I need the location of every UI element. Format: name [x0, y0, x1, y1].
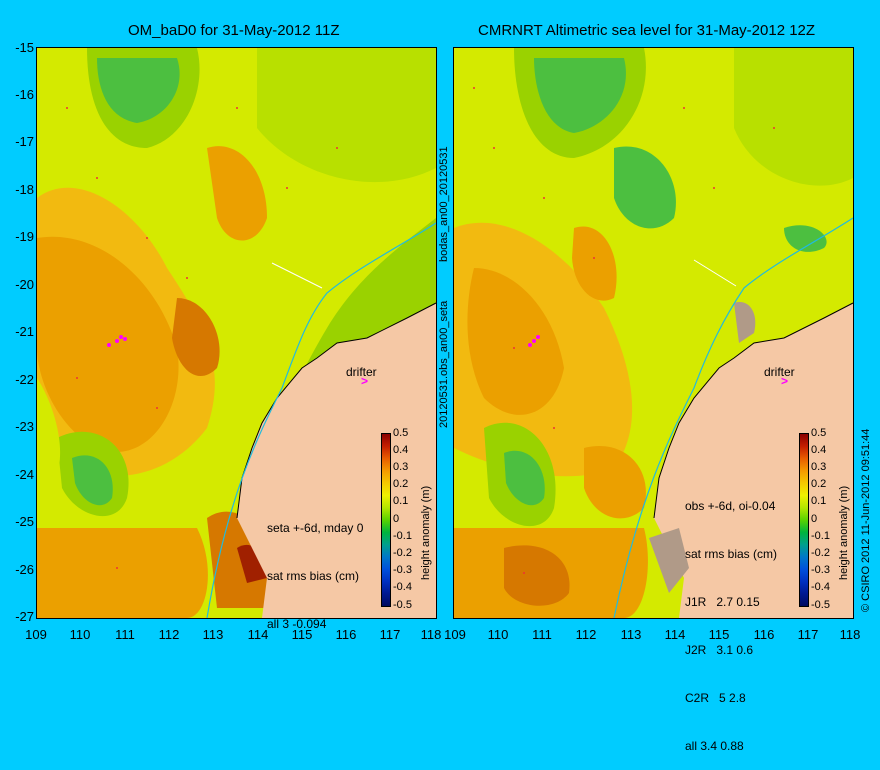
right-map — [454, 48, 853, 618]
y-tick: -18 — [15, 182, 34, 197]
colorbar-label: -0.2 — [811, 547, 830, 559]
x-tick-left: 110 — [69, 627, 91, 642]
left-drifter-marker: > — [361, 374, 369, 388]
y-tick: -15 — [15, 40, 34, 55]
right-drifter-marker: > — [781, 374, 789, 388]
right-drifter-label: drifter — [764, 365, 795, 379]
x-tick-left: 115 — [291, 627, 313, 642]
colorbar-label: -0.2 — [393, 547, 412, 559]
y-tick: -20 — [15, 277, 34, 292]
x-tick-left: 109 — [25, 627, 47, 642]
colorbar-label: 0.4 — [811, 444, 827, 456]
colorbar-label: -0.5 — [393, 599, 412, 611]
x-tick-left: 117 — [379, 627, 401, 642]
left-map-panel — [36, 47, 437, 619]
y-tick: -23 — [15, 419, 34, 434]
colorbar-label: -0.3 — [811, 564, 830, 576]
x-tick-right: 111 — [532, 627, 552, 642]
colorbar-label: -0.4 — [393, 581, 412, 593]
info-line: all 3.4 0.88 — [685, 739, 744, 753]
colorbar-label: -0.1 — [811, 530, 830, 542]
x-tick-right: 109 — [444, 627, 466, 642]
colorbar-label: 0.3 — [811, 461, 827, 473]
colorbar-label: 0.2 — [393, 478, 409, 490]
right-colorbar — [799, 433, 809, 607]
colorbar-label: -0.3 — [393, 564, 412, 576]
colorbar-label: 0.2 — [811, 478, 827, 490]
x-tick-right: 113 — [620, 627, 642, 642]
colorbar-label: 0 — [393, 513, 400, 525]
x-tick-left: 116 — [335, 627, 357, 642]
x-tick-right: 118 — [839, 627, 861, 642]
colorbar-label: 0.1 — [811, 495, 827, 507]
info-line: obs +-6d, oi-0.04 — [685, 499, 776, 513]
info-line: J2R 3.1 0.6 — [685, 643, 754, 657]
info-line: C2R 5 2.8 — [685, 691, 746, 705]
y-tick: -22 — [15, 372, 34, 387]
right-panel-title: CMRNRT Altimetric sea level for 31-May-2… — [478, 22, 816, 39]
y-tick: -26 — [15, 562, 34, 577]
vertical-label-bodas: bodas_an00_20120531 — [438, 146, 450, 262]
colorbar-label: -0.1 — [393, 530, 412, 542]
y-tick: -21 — [15, 324, 34, 339]
y-tick: -27 — [15, 609, 34, 624]
right-colorbar-unit: height anomaly (m) — [838, 485, 850, 580]
x-tick-left: 111 — [115, 627, 135, 642]
x-tick-left: 112 — [158, 627, 180, 642]
x-tick-left: 114 — [247, 627, 269, 642]
y-tick: -19 — [15, 229, 34, 244]
info-line: all 3 -0.094 — [267, 617, 327, 631]
x-tick-right: 112 — [575, 627, 597, 642]
x-tick-right: 115 — [708, 627, 730, 642]
x-tick-right: 114 — [664, 627, 686, 642]
x-tick-left: 118 — [420, 627, 442, 642]
left-colorbar — [381, 433, 391, 607]
colorbar-label: 0 — [811, 513, 818, 525]
vertical-label-obs: 20120531.obs_an00_seta — [438, 300, 450, 428]
info-line: seta +-6d, mday 0 — [267, 521, 364, 535]
colorbar-label: 0.5 — [811, 427, 827, 439]
x-tick-right: 110 — [487, 627, 509, 642]
x-tick-left: 113 — [202, 627, 224, 642]
colorbar-label: 0.1 — [393, 495, 409, 507]
y-tick: -17 — [15, 134, 34, 149]
info-line: sat rms bias (cm) — [267, 569, 360, 583]
colorbar-label: 0.5 — [393, 427, 409, 439]
left-colorbar-unit: height anomaly (m) — [420, 485, 432, 580]
info-line: sat rms bias (cm) — [685, 547, 778, 561]
left-drifter-label: drifter — [346, 365, 377, 379]
y-tick: -24 — [15, 467, 34, 482]
y-tick: -25 — [15, 514, 34, 529]
left-info-box: seta +-6d, mday 0 sat rms bias (cm) all … — [267, 488, 363, 648]
left-map — [37, 48, 436, 618]
left-panel-title: OM_baD0 for 31-May-2012 11Z — [128, 22, 340, 39]
colorbar-label: 0.3 — [393, 461, 409, 473]
colorbar-label: -0.5 — [811, 599, 830, 611]
credit-text: © CSIRO 2012 11-Jun-2012 09:51:44 — [860, 428, 872, 612]
colorbar-label: -0.4 — [811, 581, 830, 593]
x-tick-right: 117 — [797, 627, 819, 642]
info-line: J1R 2.7 0.15 — [685, 595, 760, 609]
right-map-panel — [453, 47, 854, 619]
y-tick: -16 — [15, 87, 34, 102]
colorbar-label: 0.4 — [393, 444, 409, 456]
x-tick-right: 116 — [753, 627, 775, 642]
right-info-box: obs +-6d, oi-0.04 sat rms bias (cm) J1R … — [685, 466, 777, 770]
